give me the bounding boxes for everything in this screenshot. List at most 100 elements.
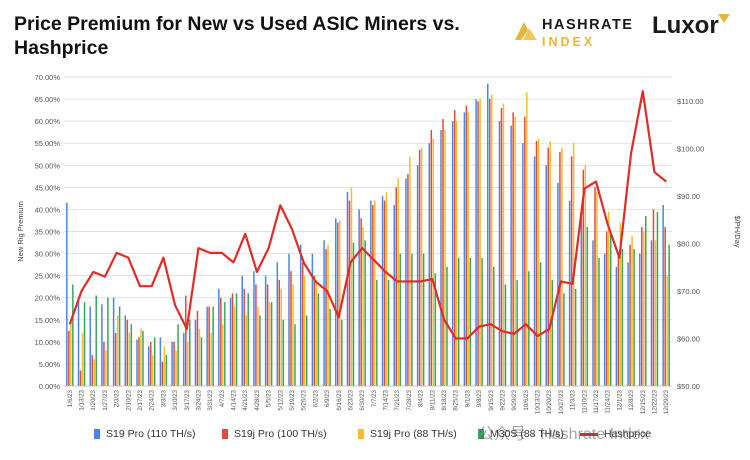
bar — [481, 257, 483, 386]
y-tick-label: 55.00% — [35, 139, 61, 148]
bar — [288, 253, 290, 386]
x-tick-label: 9/29/23 — [511, 389, 518, 410]
bar — [639, 253, 641, 386]
bar — [440, 129, 442, 386]
bar — [124, 315, 127, 386]
bar — [504, 284, 507, 386]
bar — [615, 266, 618, 386]
bar — [662, 205, 664, 386]
bar — [151, 355, 154, 386]
bar — [81, 333, 84, 386]
x-tick-label: 2/24/23 — [149, 389, 156, 410]
bar — [257, 306, 259, 386]
bar — [430, 129, 433, 386]
bar — [280, 288, 283, 386]
bar — [605, 231, 608, 386]
x-tick-label: 4/28/23 — [254, 389, 261, 410]
bar — [208, 306, 210, 386]
bar — [235, 293, 238, 386]
bar — [385, 191, 388, 386]
bar — [224, 302, 226, 386]
bar — [317, 293, 320, 386]
bar — [643, 231, 645, 386]
bar — [327, 244, 329, 386]
bar — [633, 249, 635, 386]
bar — [89, 306, 91, 386]
x-tick-label: 12/22/23 — [651, 389, 658, 414]
bar — [126, 319, 129, 386]
x-tick-label: 5/5/23 — [266, 389, 273, 407]
bar — [383, 200, 386, 386]
bar — [268, 302, 271, 386]
bar — [222, 324, 224, 386]
x-tick-label: 1/13/23 — [79, 389, 86, 410]
bar — [516, 280, 518, 386]
bar — [621, 249, 624, 386]
bar — [130, 324, 133, 386]
x-tick-label: 7/28/23 — [406, 389, 413, 410]
legend-label-s19jpro-100: S19j Pro (100 TH/s) — [234, 428, 327, 440]
bar — [128, 333, 131, 386]
legend-label-m30s: M30S (88 TH/s) — [490, 428, 564, 440]
bar — [107, 297, 109, 386]
bar — [206, 306, 208, 386]
bar — [350, 187, 353, 386]
bar — [329, 308, 331, 386]
bar — [434, 273, 437, 386]
bar — [656, 211, 659, 386]
bar — [549, 141, 551, 386]
x-tick-label: 5/26/23 — [301, 389, 308, 410]
bar — [149, 341, 152, 386]
bar — [393, 205, 395, 386]
bar — [395, 187, 397, 386]
bar — [70, 319, 72, 386]
bar — [457, 257, 460, 386]
bar — [442, 118, 444, 386]
bar — [229, 297, 232, 386]
legend-line-hashprice — [580, 432, 598, 436]
legend-item-s19pro: S19 Pro (110 TH/s) — [94, 428, 195, 440]
chart-legend: S19 Pro (110 TH/s) S19j Pro (100 TH/s) S… — [0, 428, 750, 448]
x-tick-label: 12/29/23 — [663, 389, 670, 414]
y-tick-label: 70.00% — [35, 73, 61, 82]
y-tick-label: 30.00% — [35, 250, 61, 259]
legend-label-s19pro: S19 Pro (110 TH/s) — [106, 428, 196, 440]
x-tick-label: 7/7/23 — [371, 389, 378, 407]
legend-swatch-m30s — [478, 429, 484, 439]
bar — [68, 330, 70, 386]
bar — [422, 253, 425, 386]
y-tick-label: 60.00% — [35, 117, 61, 126]
bar — [592, 240, 594, 386]
bar — [198, 328, 201, 386]
legend-swatch-s19jpro-88 — [358, 429, 364, 439]
bar — [654, 240, 657, 386]
bar — [77, 297, 80, 386]
bar — [537, 138, 540, 386]
legend-label-hashprice: Hashprice — [604, 428, 652, 440]
y-tick-label: 20.00% — [35, 294, 61, 303]
bar — [598, 257, 600, 386]
bar — [607, 211, 610, 386]
bar — [72, 284, 74, 386]
bar — [210, 333, 212, 386]
bar — [617, 253, 620, 386]
bar — [584, 165, 587, 386]
x-tick-label: 9/1/23 — [464, 389, 471, 407]
bar — [177, 324, 179, 386]
bar — [666, 275, 668, 386]
bar — [66, 202, 68, 386]
x-tick-label: 3/17/23 — [184, 389, 191, 410]
x-tick-label: 6/30/23 — [359, 389, 366, 410]
bar — [467, 112, 470, 387]
x-tick-label: 10/13/23 — [535, 389, 542, 414]
bar — [323, 240, 325, 386]
x-tick-label: 9/22/23 — [499, 389, 506, 410]
bar — [570, 156, 573, 386]
x-tick-label: 6/9/23 — [324, 389, 331, 407]
bar — [374, 200, 376, 386]
legend-item-hashprice: Hashprice — [580, 428, 651, 440]
x-tick-label: 8/25/23 — [453, 389, 460, 410]
bar — [603, 253, 606, 386]
bar — [387, 280, 390, 386]
bar — [362, 227, 364, 386]
